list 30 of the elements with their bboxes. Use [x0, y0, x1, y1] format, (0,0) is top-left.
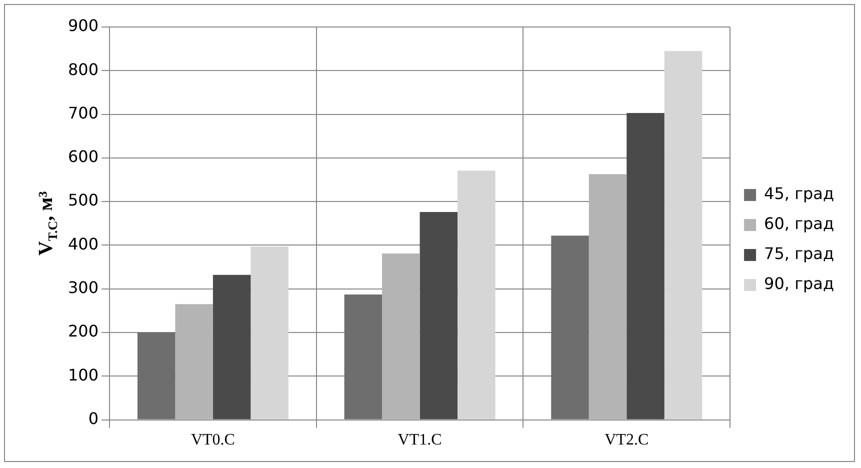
y-tick-label: 100	[68, 365, 99, 384]
bar	[664, 51, 702, 420]
bar	[175, 304, 213, 420]
y-tick-label: 600	[68, 147, 99, 166]
bar	[212, 274, 251, 420]
bar	[382, 254, 420, 420]
legend-label: 75, град	[764, 244, 834, 264]
y-axis-title: VT.C, м³	[35, 191, 60, 256]
bar	[458, 170, 496, 420]
legend-label: 90, град	[764, 274, 834, 294]
y-tick-label: 900	[68, 16, 99, 36]
y-tick-label: 200	[68, 322, 99, 341]
y-tick-label: 0	[88, 408, 99, 428]
y-tick-label: 500	[68, 190, 99, 210]
bar	[551, 236, 589, 420]
bar	[137, 332, 176, 420]
x-tick-label: VT0.C	[190, 432, 235, 449]
x-tick-label: VT1.C	[398, 432, 442, 449]
bar	[420, 212, 458, 420]
bar	[344, 294, 382, 420]
y-tick-label: 300	[68, 278, 99, 298]
bar	[626, 112, 664, 420]
legend-label: 60, град	[764, 214, 834, 234]
legend-label: 45, град	[764, 184, 834, 204]
y-tick-label: 800	[68, 60, 99, 79]
bar	[588, 174, 627, 420]
y-tick-label: 700	[68, 103, 99, 122]
x-tick-label: VT2.C	[604, 432, 649, 449]
y-tick-label: 400	[68, 234, 99, 254]
bar	[250, 246, 288, 420]
